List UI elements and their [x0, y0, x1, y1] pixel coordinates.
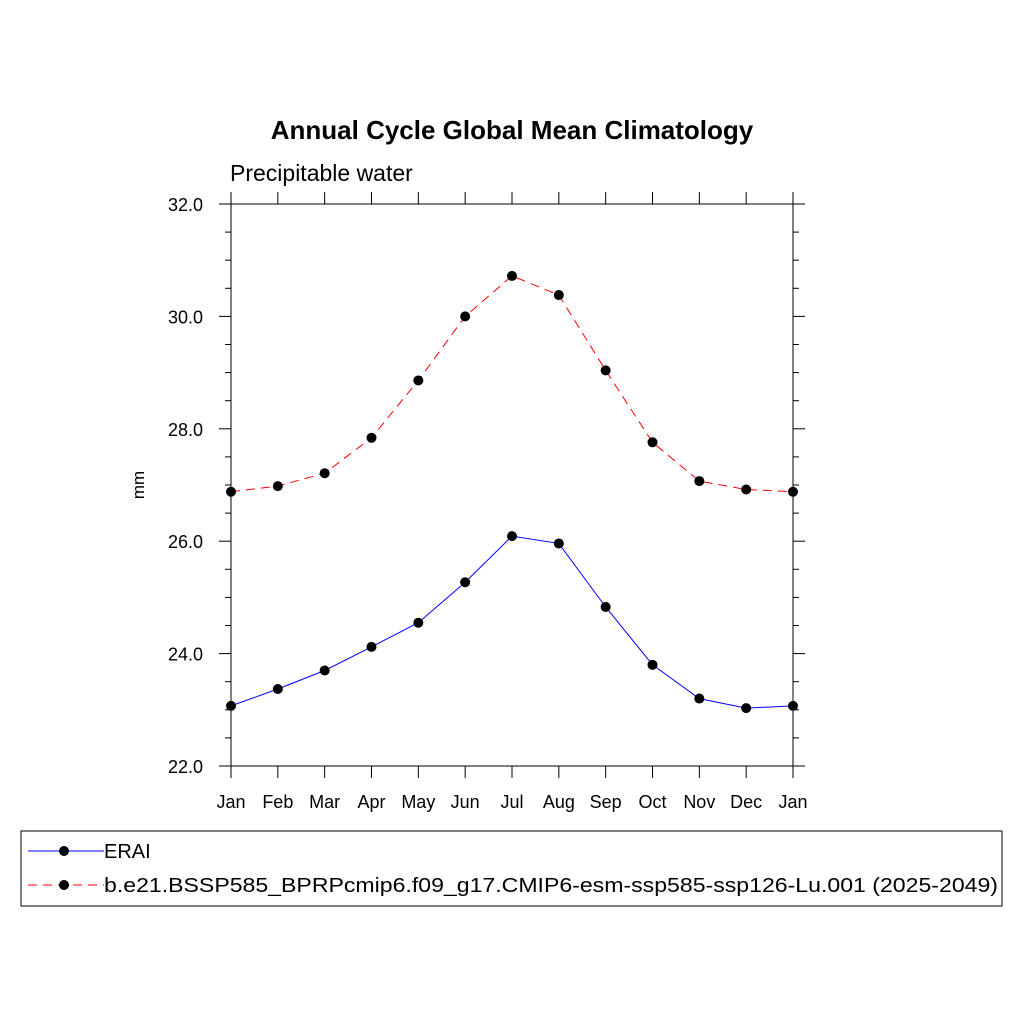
y-tick-label: 22.0: [168, 757, 203, 777]
data-point-model: [460, 311, 471, 322]
y-tick-label: 32.0: [168, 195, 203, 215]
data-point-erai: [647, 659, 658, 670]
data-point-model: [226, 486, 236, 497]
plot-frame: [230, 203, 794, 767]
data-point-model: [694, 476, 705, 487]
y-tick-label: 24.0: [168, 645, 203, 665]
series-line-model: [230, 275, 794, 493]
data-point-model: [788, 486, 798, 497]
data-point-erai: [272, 684, 283, 695]
data-point-erai: [694, 693, 705, 704]
data-point-erai: [413, 617, 424, 628]
y-tick-label: 28.0: [168, 420, 203, 440]
data-point-model: [366, 432, 377, 443]
legend-label-model: b.e21.BSSP585_BPRPcmip6.f09_g17.CMIP6-es…: [104, 875, 998, 897]
data-point-erai: [507, 531, 517, 542]
data-point-model: [413, 375, 424, 386]
x-tick-label: Nov: [683, 792, 715, 812]
x-tick-label: Sep: [590, 792, 622, 812]
data-point-model: [600, 365, 611, 376]
legend-marker-erai: [59, 846, 69, 856]
legend-label-erai: ERAI: [104, 841, 151, 863]
x-tick-label: Mar: [309, 792, 340, 812]
series-group: [226, 270, 798, 714]
data-point-model: [507, 270, 517, 281]
legend-box: [20, 830, 1003, 907]
x-tick-label: Jan: [216, 792, 245, 812]
data-point-model: [553, 290, 564, 301]
x-tick-label: Jan: [778, 792, 807, 812]
plot-frame-box: [230, 203, 794, 767]
chart-title: Annual Cycle Global Mean Climatology: [271, 115, 754, 145]
data-point-erai: [553, 538, 564, 549]
legend: ERAI b.e21.BSSP585_BPRPcmip6.f09_g17.CMI…: [20, 830, 1003, 907]
data-point-model: [741, 484, 752, 495]
x-tick-label: Oct: [638, 792, 666, 812]
data-point-erai: [600, 601, 611, 612]
y-axis-label: mm: [129, 471, 148, 499]
x-tick-label: Feb: [262, 792, 293, 812]
legend-marker-model: [59, 880, 69, 890]
data-point-erai: [788, 700, 798, 711]
data-point-erai: [319, 665, 330, 676]
x-tick-label: May: [401, 792, 435, 812]
data-point-model: [647, 437, 658, 448]
x-tick-label: Dec: [730, 792, 762, 812]
x-tick-label: Apr: [357, 792, 385, 812]
data-point-erai: [226, 700, 236, 711]
data-point-erai: [460, 577, 471, 588]
series-line-erai: [230, 535, 794, 709]
y-tick-label: 30.0: [168, 307, 203, 327]
x-tick-label: Aug: [543, 792, 575, 812]
data-point-erai: [741, 703, 752, 714]
data-point-erai: [366, 641, 377, 652]
x-tick-label: Jun: [451, 792, 480, 812]
x-tick-label: Jul: [500, 792, 523, 812]
data-point-model: [272, 481, 283, 492]
data-point-model: [319, 468, 330, 479]
axis-ticks: 22.0 24.0 26.0 28.0 30.0 32.0 Jan Feb Mar Apr May J…: [168, 192, 808, 812]
chart-subtitle: Precipitable water: [230, 160, 413, 186]
y-tick-label: 26.0: [168, 532, 203, 552]
